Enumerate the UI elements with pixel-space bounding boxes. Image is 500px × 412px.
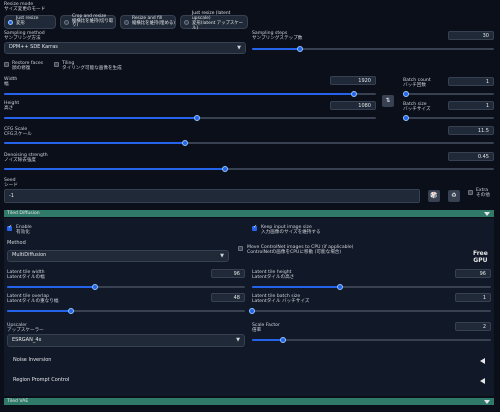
tiled-vae-header[interactable]: Tiled VAE [4, 398, 494, 405]
width-input[interactable]: 1920 [330, 76, 376, 85]
move-controlnet-label: Move ControlNet images to CPU (if applic… [247, 245, 354, 256]
radio-latent-upscale[interactable]: Just resize (latent upscale) 変形(latent アッ… [180, 11, 248, 31]
extra-seed-checkbox[interactable] [468, 190, 473, 195]
region-prompt-accordion[interactable]: Region Prompt Control [13, 377, 70, 383]
seed-label: Seed シード [4, 178, 18, 189]
tiled-diffusion-header[interactable]: Tiled Diffusion [4, 210, 494, 217]
swap-dimensions-button[interactable]: ⇅ [382, 95, 394, 107]
radio-resize-and-fill[interactable]: Resize and fill 縦横比を維持(埋める) [120, 15, 176, 29]
cfg-scale-slider[interactable] [4, 140, 494, 146]
tile-overlap-label: Latent tile overlap Latentタイルの重なり幅 [7, 294, 59, 305]
height-label: Height 高さ [4, 101, 20, 112]
scale-factor-input[interactable]: 2 [455, 322, 491, 331]
denoising-strength-label: Denoising strength ノイズ除去強度 [4, 153, 48, 164]
cfg-scale-label: CFG Scale CFGスケール [4, 127, 32, 138]
expand-triangle-icon[interactable] [480, 378, 485, 384]
recycle-icon: ♻ [451, 191, 457, 199]
enable-checkbox[interactable] [7, 225, 12, 231]
method-dropdown[interactable]: MultiDiffusion ▼ [7, 250, 229, 262]
sampling-method-label: Sampling method サンプリング方法 [4, 31, 45, 42]
tile-batch-label: Latent tile batch size Latentタイル バッチサイズ [252, 294, 310, 305]
denoising-strength-input[interactable]: 0.45 [448, 152, 494, 161]
denoising-strength-slider[interactable] [4, 166, 494, 172]
tile-overlap-input[interactable]: 48 [211, 293, 245, 302]
restore-faces-label: Restore faces 顔の修復 [12, 61, 44, 72]
tile-overlap-slider[interactable] [7, 308, 245, 314]
scale-factor-label: Scale Factor 倍率 [252, 323, 280, 334]
tile-width-slider[interactable] [7, 284, 245, 290]
sampling-method-dropdown[interactable]: DPM++ SDE Karras ▼ [4, 42, 246, 54]
swap-icon: ⇅ [385, 96, 391, 104]
noise-inversion-accordion[interactable]: Noise Inversion [13, 357, 52, 363]
sampling-steps-input[interactable]: 30 [448, 31, 494, 40]
tile-height-input[interactable]: 96 [455, 269, 491, 278]
resize-mode-label: Resize mode サイズ変更のモード [4, 2, 46, 13]
width-slider[interactable] [4, 91, 376, 97]
radio-dot [124, 19, 129, 25]
tiled-diffusion-panel [4, 218, 494, 396]
tiling-label: Tiling タイリング可能な画像を生成 [62, 61, 122, 72]
seed-input[interactable]: -1 [4, 189, 420, 203]
sampling-steps-label: Sampling steps サンプリングステップ数 [252, 31, 303, 42]
expand-triangle-icon[interactable] [480, 358, 485, 364]
width-label: Width 幅 [4, 77, 18, 88]
chevron-down-icon: ▼ [220, 253, 224, 259]
tile-height-label: Latent tile height Latentタイルの高さ [252, 270, 295, 281]
cfg-scale-input[interactable]: 11.5 [448, 126, 494, 135]
reuse-seed-button[interactable]: ♻ [448, 190, 460, 202]
sampling-steps-slider[interactable] [252, 46, 494, 52]
move-controlnet-checkbox[interactable] [238, 246, 243, 251]
extra-seed-label: Extra その他 [476, 188, 490, 199]
batch-size-label: Batch size バッチサイズ [403, 102, 431, 113]
dice-icon: 🎲 [430, 191, 438, 199]
radio-dot [64, 19, 69, 25]
height-slider[interactable] [4, 115, 376, 121]
collapse-triangle-icon [484, 212, 490, 216]
restore-faces-checkbox[interactable] [4, 62, 9, 67]
chevron-down-icon: ▼ [237, 45, 241, 51]
radio-dot [8, 19, 13, 25]
upscaler-label: Upscaler アップスケーラー [7, 323, 44, 334]
tiling-checkbox[interactable] [54, 62, 59, 67]
batch-size-slider[interactable] [403, 115, 494, 121]
radio-just-resize[interactable]: Just resize 変形 [4, 15, 56, 29]
method-label: Method [7, 240, 26, 246]
keep-size-label: Keep input image size 入力画像のサイズを維持する [261, 225, 321, 236]
chevron-down-icon: ▼ [236, 337, 240, 343]
batch-count-input[interactable]: 1 [448, 77, 494, 86]
tile-height-slider[interactable] [252, 284, 491, 290]
batch-count-label: Batch count バッチ回数 [403, 78, 431, 89]
batch-size-input[interactable]: 1 [448, 101, 494, 110]
radio-dot [184, 19, 189, 25]
random-seed-button[interactable]: 🎲 [428, 190, 440, 202]
tile-width-label: Latent tile width Latentタイルの幅 [7, 270, 45, 281]
tile-batch-slider[interactable] [249, 308, 491, 314]
keep-size-checkbox[interactable] [252, 225, 257, 231]
scale-factor-slider[interactable] [252, 337, 491, 343]
free-gpu-button[interactable]: Free GPU [473, 250, 488, 264]
collapse-triangle-icon [484, 400, 490, 404]
enable-label: Enable 有効化 [16, 225, 32, 236]
height-input[interactable]: 1080 [330, 101, 376, 110]
tile-width-input[interactable]: 96 [211, 269, 245, 278]
upscaler-dropdown[interactable]: ESRGAN_4x ▼ [7, 334, 245, 347]
batch-count-slider[interactable] [403, 91, 494, 97]
radio-crop-and-resize[interactable]: Crop and resize 縦横比を維持(切り取り) [60, 14, 116, 29]
tile-batch-input[interactable]: 1 [455, 293, 491, 302]
